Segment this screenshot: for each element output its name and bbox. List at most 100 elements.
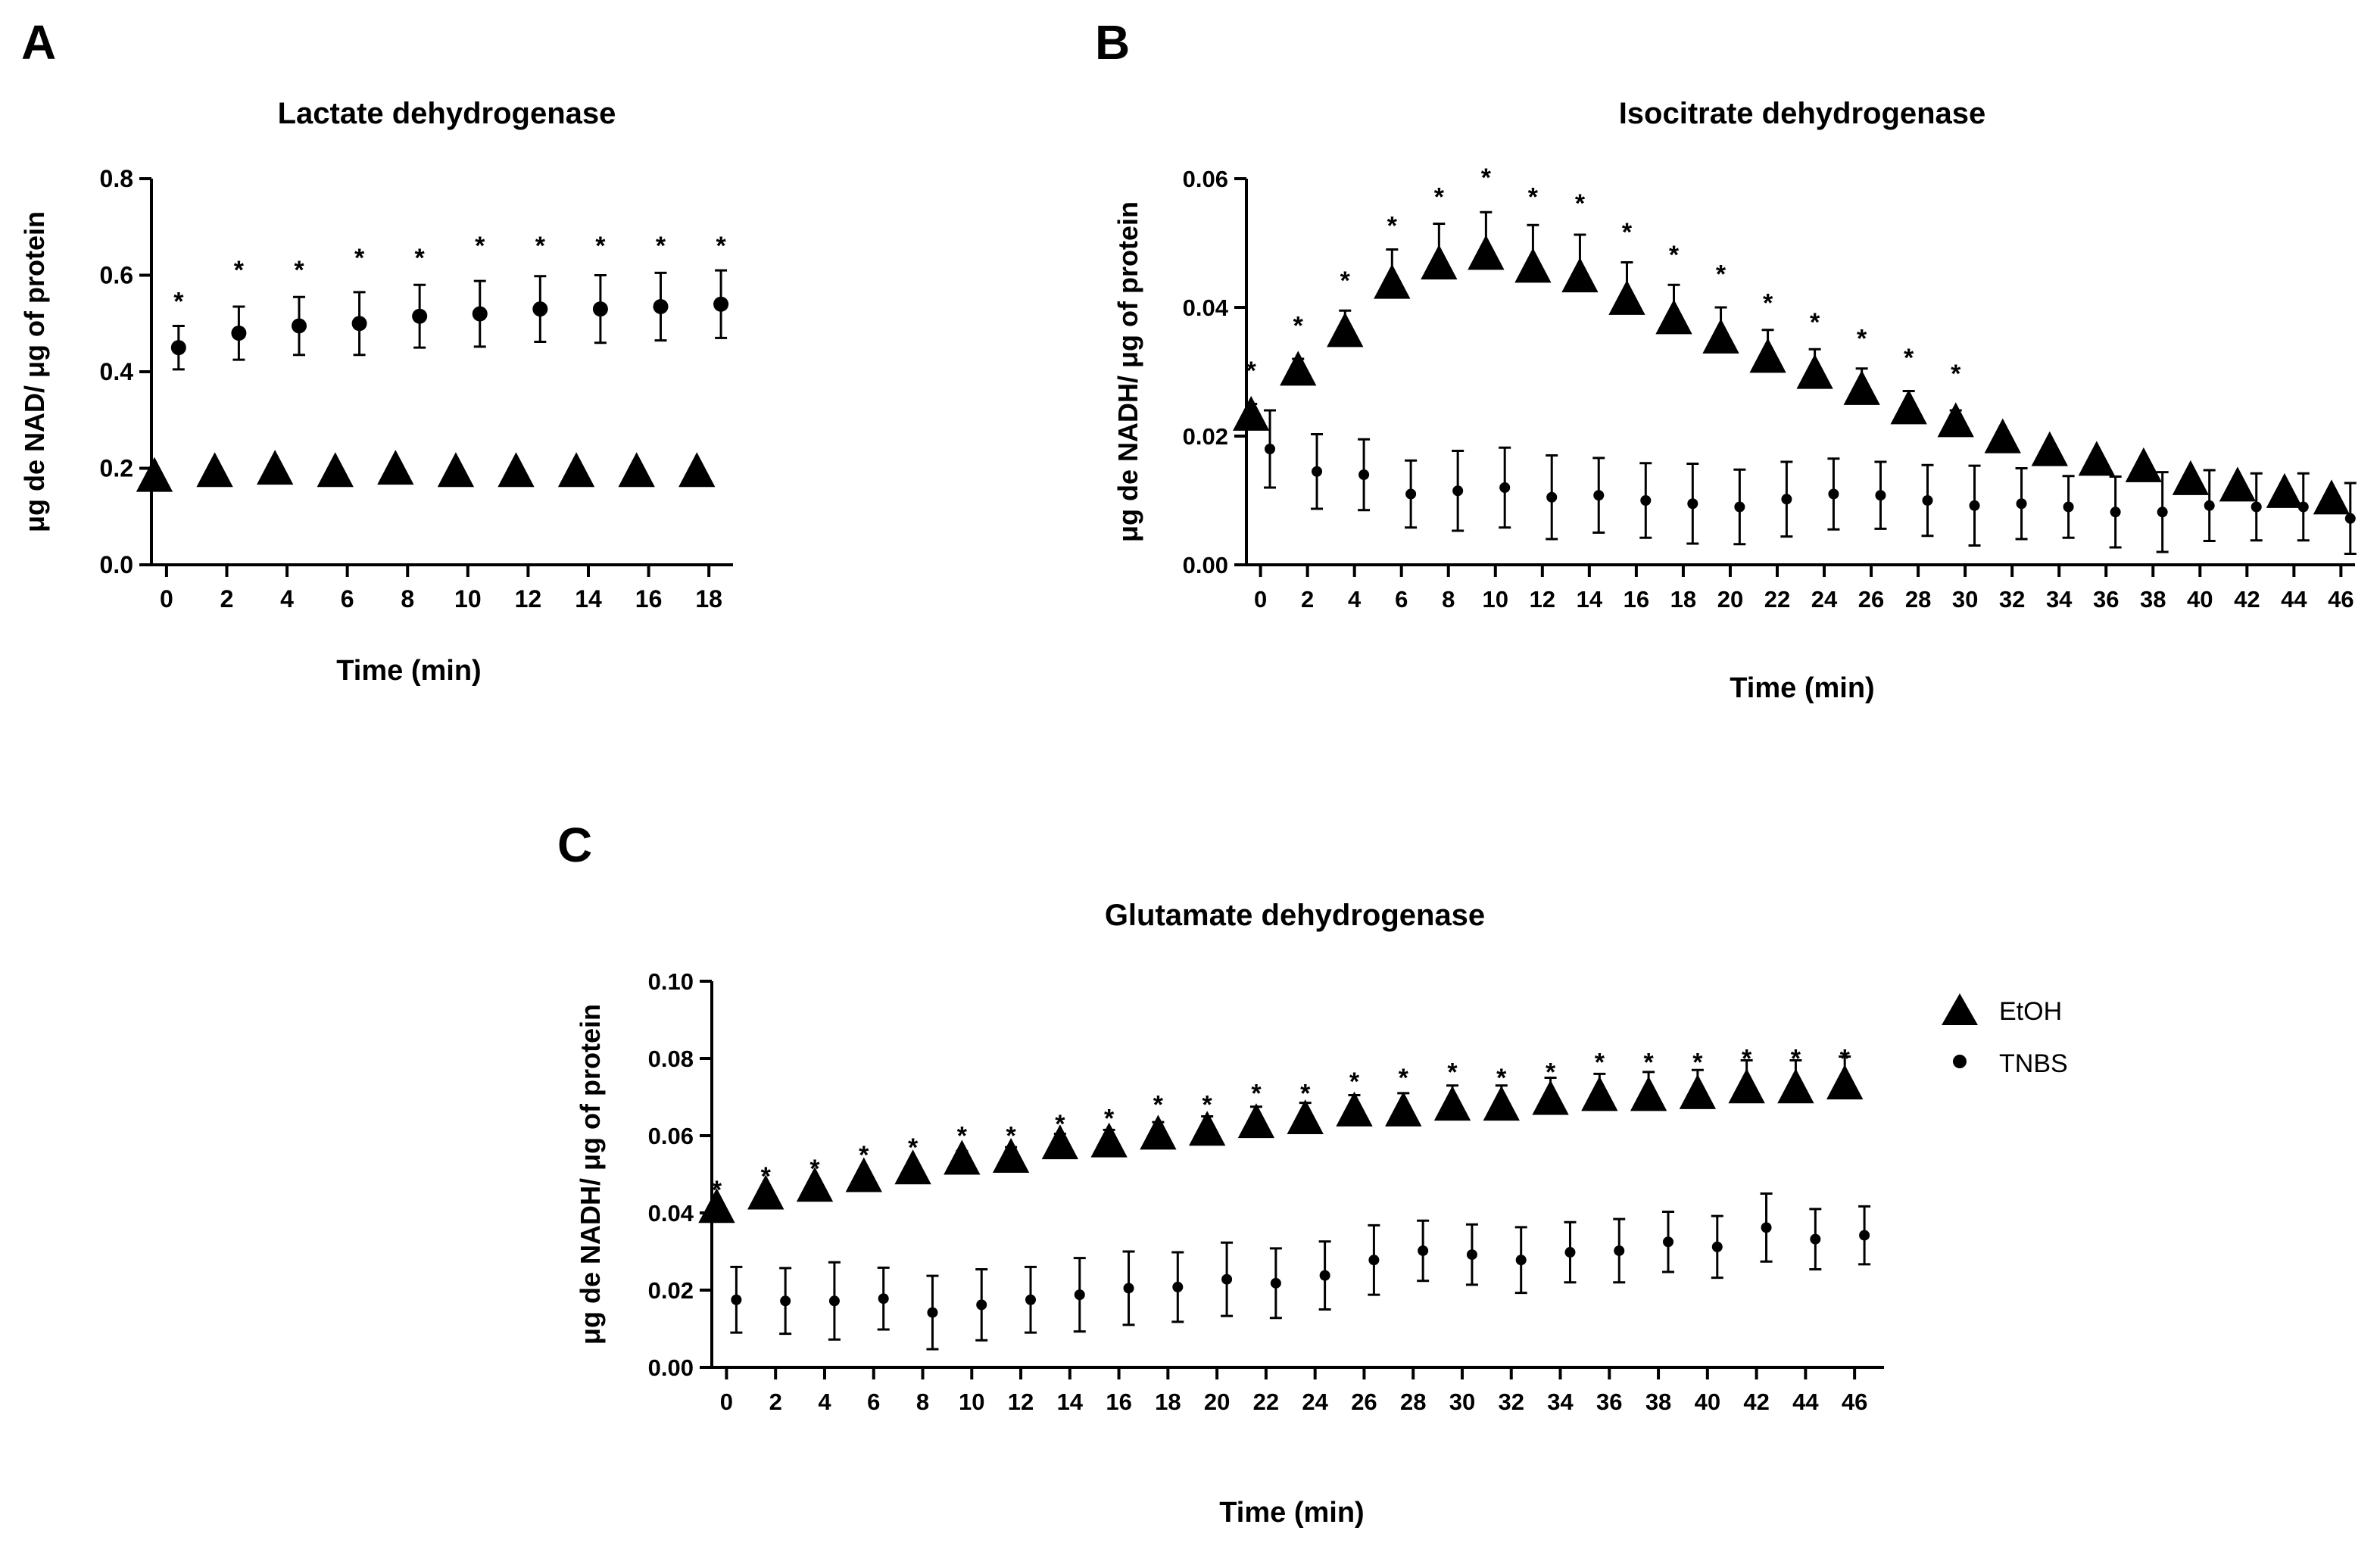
significance-marker-b: *	[1857, 324, 1867, 353]
significance-marker-a: *	[234, 256, 245, 285]
x-tick-label-c: 34	[1547, 1389, 1574, 1415]
point-etoh	[1984, 418, 2021, 454]
point-tnbs	[1405, 488, 1417, 500]
x-tick-label-a: 14	[575, 585, 602, 613]
point-tnbs	[1319, 1270, 1330, 1281]
x-tick-label-c: 6	[867, 1389, 880, 1415]
point-etoh	[1483, 1086, 1520, 1121]
significance-marker-c: *	[1399, 1064, 1409, 1093]
x-tick-label-c: 16	[1106, 1389, 1131, 1415]
y-tick-label-a: 0.6	[100, 262, 133, 289]
point-etoh	[1655, 299, 1692, 335]
y-tick-label-a: 0.8	[100, 165, 133, 192]
x-axis-label-a: Time (min)	[336, 655, 481, 687]
significance-marker-b: *	[1293, 311, 1304, 340]
significance-marker-b: *	[1481, 164, 1492, 192]
y-tick-label-b: 0.04	[1183, 295, 1229, 321]
x-tick-label-b: 0	[1254, 586, 1267, 613]
point-tnbs	[1761, 1222, 1772, 1233]
x-tick-label-c: 4	[818, 1389, 831, 1415]
x-tick-label-a: 0	[160, 585, 173, 613]
point-tnbs	[1663, 1236, 1674, 1248]
significance-marker-c: *	[1791, 1044, 1801, 1073]
point-etoh	[1532, 1080, 1569, 1115]
significance-marker-c: *	[809, 1155, 820, 1183]
x-tick-label-b: 44	[2281, 586, 2307, 613]
point-tnbs	[532, 301, 548, 317]
point-tnbs	[1969, 500, 1980, 511]
point-tnbs	[1640, 495, 1652, 506]
point-etoh	[1702, 318, 1739, 354]
significance-marker-c: *	[1202, 1091, 1213, 1120]
point-tnbs	[2063, 501, 2074, 513]
point-tnbs	[780, 1295, 791, 1307]
point-etoh	[437, 452, 475, 488]
significance-marker-c: *	[1496, 1064, 1507, 1093]
y-axis-label-b: μg de NADH/ μg of protein	[1112, 201, 1143, 542]
significance-marker-b: *	[1575, 189, 1586, 218]
x-tick-label-a: 6	[341, 585, 354, 613]
significance-marker-c: *	[908, 1133, 919, 1162]
x-tick-label-c: 2	[769, 1389, 782, 1415]
point-tnbs	[1564, 1247, 1576, 1258]
point-tnbs	[1593, 490, 1605, 501]
panel-a-lactate-dehydrogenase: A Lactate dehydrogenase 0.0 0.2 0.4 0.6 0.8 0 2 4…	[19, 15, 733, 687]
point-etoh	[1749, 338, 1786, 373]
y-tick-label-c: 0.00	[648, 1354, 694, 1381]
x-tick-label-c: 30	[1449, 1389, 1475, 1415]
x-tick-label-b: 4	[1348, 586, 1362, 613]
x-tick-label-b: 12	[1530, 586, 1555, 613]
x-tick-label-b: 32	[1999, 586, 2025, 613]
significance-marker-b: *	[1622, 218, 1633, 247]
point-tnbs	[653, 298, 669, 314]
significance-marker-c: *	[712, 1176, 722, 1205]
significance-marker-b: *	[1810, 308, 1820, 337]
point-tnbs	[1828, 488, 1839, 500]
point-etoh	[2031, 431, 2068, 466]
point-etoh	[1468, 235, 1505, 270]
point-etoh	[678, 452, 716, 488]
point-tnbs	[1687, 498, 1698, 510]
x-tick-label-c: 14	[1057, 1389, 1084, 1415]
point-etoh	[1237, 1103, 1275, 1139]
x-tick-label-c: 36	[1596, 1389, 1622, 1415]
x-tick-label-c: 46	[1842, 1389, 1867, 1415]
point-tnbs	[472, 306, 488, 322]
point-tnbs	[231, 326, 247, 341]
significance-marker-c: *	[1692, 1049, 1703, 1077]
legend-label-tnbs: TNBS	[1999, 1049, 2068, 1078]
significance-marker-b: *	[1951, 360, 1961, 388]
x-tick-label-a: 18	[695, 585, 722, 613]
x-axis-label-c: Time (min)	[1219, 1497, 1364, 1529]
x-tick-label-b: 16	[1624, 586, 1649, 613]
x-tick-label-b: 6	[1395, 586, 1408, 613]
x-tick-label-c: 18	[1155, 1389, 1181, 1415]
significance-marker-b: *	[1528, 182, 1539, 211]
point-etoh	[2172, 460, 2210, 495]
x-tick-label-c: 0	[720, 1389, 733, 1415]
point-tnbs	[2110, 507, 2121, 518]
significance-marker-c: *	[1251, 1079, 1262, 1108]
point-tnbs	[1711, 1241, 1723, 1252]
x-tick-label-c: 10	[959, 1389, 984, 1415]
point-etoh	[698, 1188, 735, 1223]
point-etoh	[1630, 1076, 1667, 1111]
point-etoh	[1561, 257, 1599, 293]
y-axis-label-a: μg de NAD/ μg of protein	[19, 211, 50, 532]
point-tnbs	[1172, 1281, 1184, 1292]
x-tick-label-a: 10	[454, 585, 482, 613]
y-tick-label-c: 0.02	[648, 1277, 694, 1304]
significance-marker-c: *	[1104, 1105, 1115, 1133]
x-tick-label-c: 40	[1695, 1389, 1720, 1415]
point-tnbs	[1074, 1289, 1085, 1301]
point-tnbs	[2016, 498, 2027, 510]
significance-marker-a: *	[535, 232, 546, 260]
significance-marker-c: *	[1595, 1049, 1605, 1077]
significance-marker-c: *	[1300, 1079, 1311, 1108]
point-etoh	[1890, 389, 1927, 425]
point-etoh	[1433, 1086, 1471, 1121]
point-etoh	[1233, 395, 1270, 431]
significance-marker-a: *	[595, 232, 606, 260]
significance-marker-c: *	[1153, 1091, 1164, 1120]
